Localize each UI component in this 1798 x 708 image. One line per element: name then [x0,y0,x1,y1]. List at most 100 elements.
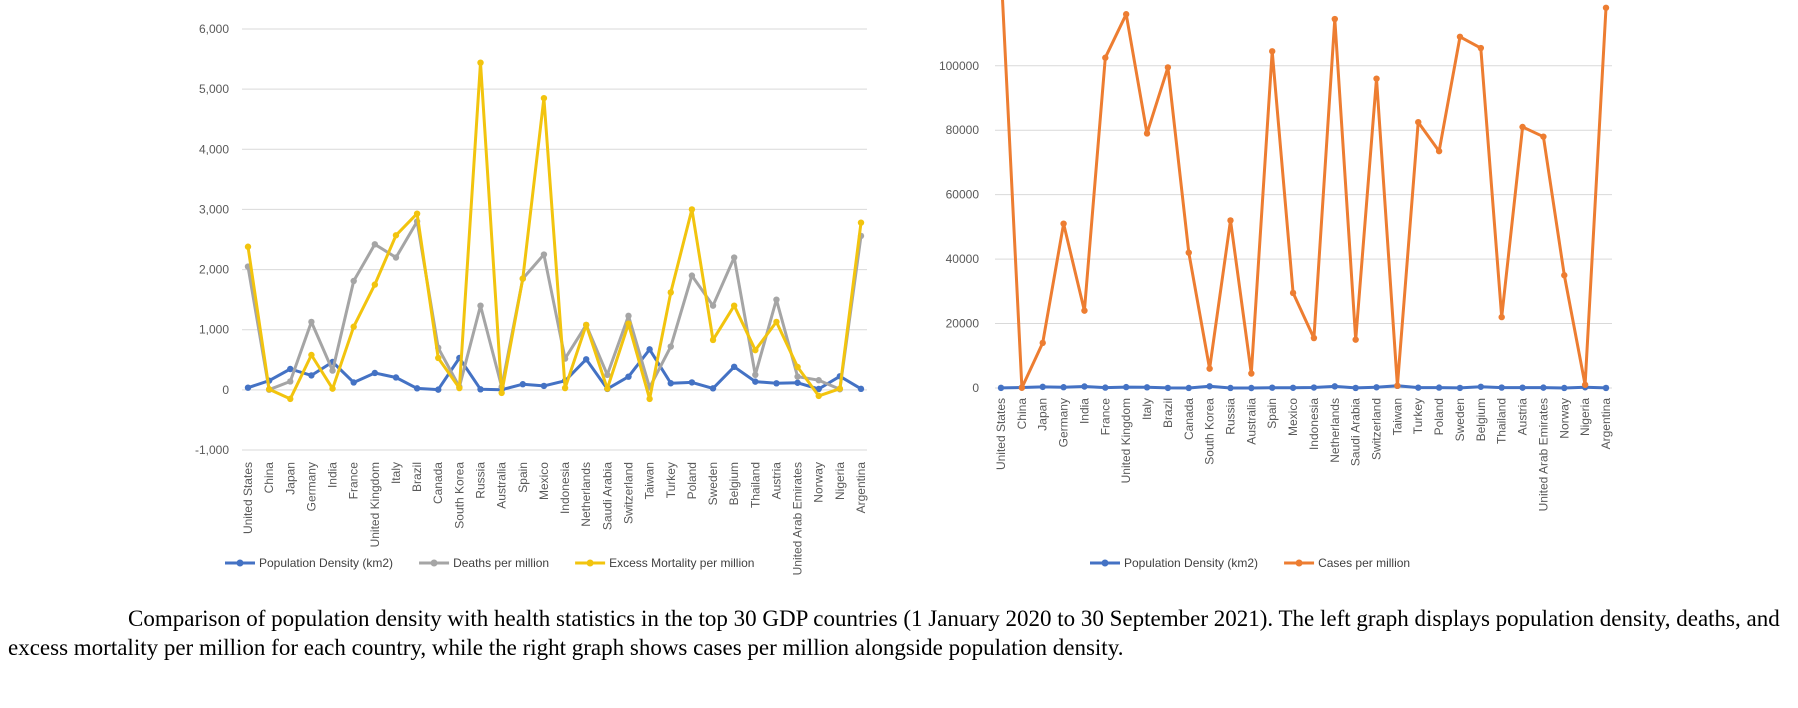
x-tick-label: Spain [516,462,530,493]
x-tick-label: Canada [431,462,445,504]
excess-mortality-per-million-point [435,354,442,362]
deaths-per-million-point [773,296,780,303]
cases-per-million-point [1185,249,1192,256]
excess-mortality-per-million-legend-marker [586,559,594,567]
x-tick-label: Poland [685,462,699,499]
x-tick-label: Norway [1557,398,1571,439]
population-density-km2-point [1477,383,1485,390]
excess-mortality-per-million-point [456,384,463,392]
excess-mortality-per-million-point [265,386,273,393]
cases-per-million-point [1352,336,1359,343]
cases-per-million-point [1561,272,1568,279]
x-tick-label: Norway [812,462,826,503]
excess-mortality-per-million-point [477,59,484,66]
x-tick-label: China [1015,398,1029,430]
cases-per-million-point [1519,123,1526,131]
excess-mortality-per-million-point [815,392,822,400]
population-density-km2-point [857,385,865,393]
deaths-per-million-point [730,254,738,261]
population-density-km2-point [1122,383,1130,391]
deaths-per-million-point [477,302,484,309]
x-tick-label: Thailand [748,462,762,508]
x-tick-label: Brazil [410,462,424,492]
right-chart: 0 20000 40000 60000 80000 100000 United State… [939,0,1613,570]
left-y-axis: -1,000 0 1,000 2,000 3,000 4,000 5,000 6,000 [195,22,229,457]
population-density-km2-point [730,363,738,371]
deaths-per-million-point [350,277,357,285]
x-tick-label: South Korea [1203,398,1217,465]
x-tick-label: Mexico [1286,398,1300,436]
cases-per-million-point [1310,334,1318,342]
population-density-km2-point [688,379,696,386]
x-tick-label: Turkey [1411,398,1425,434]
cases-per-million-point [1435,147,1443,155]
excess-mortality-per-million-point [371,281,379,288]
deaths-per-million-point [392,254,400,261]
population-density-km2-point [625,373,632,380]
x-tick-label: Germany [304,462,318,511]
population-density-km2-point [477,386,484,393]
population-density-km2-point [583,356,590,363]
excess-mortality-per-million-point [752,346,759,354]
x-tick-label: Argentina [1599,398,1613,450]
excess-mortality-per-million-point [625,320,632,327]
cases-per-million-point [1269,48,1276,55]
population-density-km2-point [646,346,653,353]
x-tick-label: Japan [283,462,297,495]
y-tick-label: 40000 [946,252,980,266]
deaths-per-million-point [329,367,336,374]
x-tick-label: Thailand [1495,398,1509,444]
y-tick-label: 100000 [939,59,979,73]
population-density-km2-point [815,385,822,393]
cases-per-million-point [1456,33,1464,40]
population-density-km2-point [519,381,526,388]
x-tick-label: United Arab Emirates [791,462,805,575]
x-tick-label: France [1098,398,1112,436]
excess-mortality-per-million-point [498,389,505,397]
caption-text: Comparison of population density with he… [8,606,1780,660]
x-tick-label: Canada [1182,398,1196,440]
excess-mortality-per-million-point [519,275,526,282]
x-tick-label: United States [241,462,255,534]
y-tick-label: 2,000 [199,263,229,277]
population-density-km2-point [1227,384,1234,392]
x-tick-label: India [326,462,340,488]
left-x-axis: United States China Japan Germany India Franc… [241,462,868,576]
x-tick-label: Sweden [706,462,720,505]
x-tick-label: United Arab Emirates [1536,398,1550,511]
cases-per-million-point [1164,64,1172,71]
x-tick-label: Poland [1432,398,1446,435]
population-density-km2-legend-marker [236,559,244,567]
population-density-km2-point [1310,384,1318,391]
y-tick-label: 5,000 [199,82,229,96]
y-tick-label: -1,000 [195,443,229,457]
left-plot-area [244,59,865,403]
cases-per-million-legend-label: Cases per million [1318,556,1410,570]
y-tick-label: 6,000 [199,22,229,36]
x-tick-label: Japan [1036,398,1050,431]
population-density-km2-point [997,384,1005,392]
deaths-per-million-point [667,343,674,350]
left-chart: -1,000 0 1,000 2,000 3,000 4,000 5,000 6,000 Un… [195,22,868,576]
cases-per-million-point [1081,307,1088,314]
excess-mortality-per-million-point [392,232,400,239]
deaths-per-million-legend-label: Deaths per million [453,556,549,570]
deaths-per-million-point [709,302,717,309]
cases-per-million-point [1289,289,1297,297]
x-tick-label: Nigeria [1578,398,1592,436]
cases-per-million-point [1102,54,1109,61]
y-tick-label: 0 [222,383,229,397]
population-density-km2-point [435,386,442,393]
population-density-km2-point [308,372,315,379]
population-density-km2-point [1185,384,1192,392]
excess-mortality-per-million-point [413,210,421,217]
x-tick-label: Netherlands [579,462,593,527]
x-tick-label: Saudi Arabia [1349,398,1363,466]
y-tick-label: 0 [972,381,979,395]
population-density-km2-point [1373,384,1380,391]
deaths-per-million-point [815,377,822,384]
cases-per-million-point [1143,130,1151,137]
x-tick-label: France [347,462,361,500]
y-tick-label: 4,000 [199,142,229,156]
excess-mortality-per-million-point [730,302,738,309]
